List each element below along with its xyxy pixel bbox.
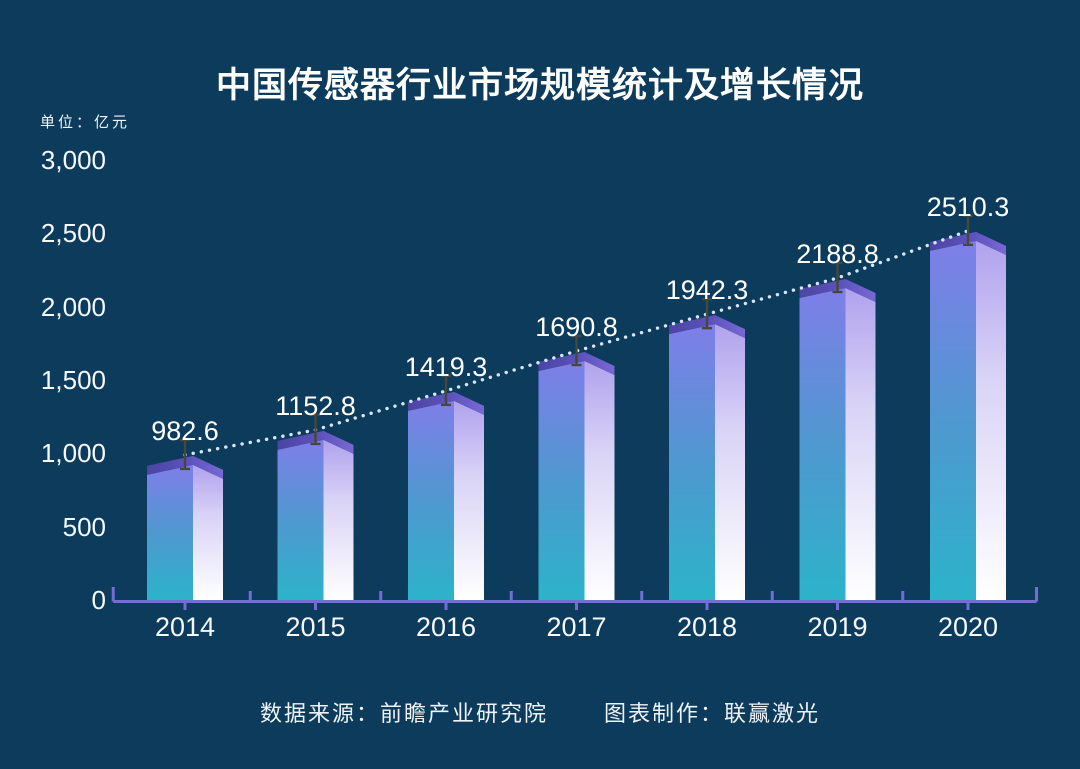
bar-2015 (277, 430, 354, 600)
y-tick-label: 1,500 (40, 365, 106, 395)
x-tick-label: 2017 (546, 612, 607, 642)
x-tick-label: 2014 (154, 612, 216, 642)
footer-credits: 数据来源：前瞻产业研究院 图表制作：联赢激光 (0, 696, 1080, 728)
x-tick-label: 2016 (415, 612, 477, 642)
bar-2016 (408, 391, 484, 600)
bars (147, 231, 1006, 600)
bar-top-markers (180, 214, 973, 471)
x-axis (111, 587, 1039, 610)
value-label: 2510.3 (926, 191, 1010, 222)
unit-label: 单位：亿元 (40, 114, 131, 131)
value-label: 1942.3 (665, 275, 749, 306)
bar-2018 (669, 315, 745, 600)
x-tick-label: 2019 (807, 612, 868, 642)
value-label: 1690.8 (535, 312, 618, 343)
bar-2020 (930, 231, 1006, 600)
value-label: 1152.8 (275, 390, 356, 421)
value-label: 1419.3 (404, 351, 488, 382)
x-tick-label: 2015 (285, 612, 346, 642)
data-source-credit: 数据来源：前瞻产业研究院 (259, 701, 548, 726)
y-tick-label: 1,000 (40, 438, 106, 469)
y-tick-label: 0 (91, 585, 106, 615)
x-tick-label: 2020 (937, 612, 999, 642)
bar-2019 (799, 278, 876, 600)
value-label: 982.6 (151, 415, 219, 446)
y-tick-label: 2,000 (40, 291, 106, 322)
chart-maker-credit: 图表制作：联赢激光 (604, 701, 821, 726)
y-tick-label: 500 (62, 511, 106, 542)
chart-title: 中国传感器行业市场规模统计及增长情况 (215, 66, 864, 105)
bar-2014 (147, 455, 223, 600)
bar-2017 (538, 352, 615, 600)
y-tick-label: 2,500 (40, 218, 106, 249)
value-label: 2188.8 (796, 238, 879, 269)
y-tick-label: 3,000 (40, 145, 106, 175)
x-tick-label: 2018 (676, 612, 738, 642)
